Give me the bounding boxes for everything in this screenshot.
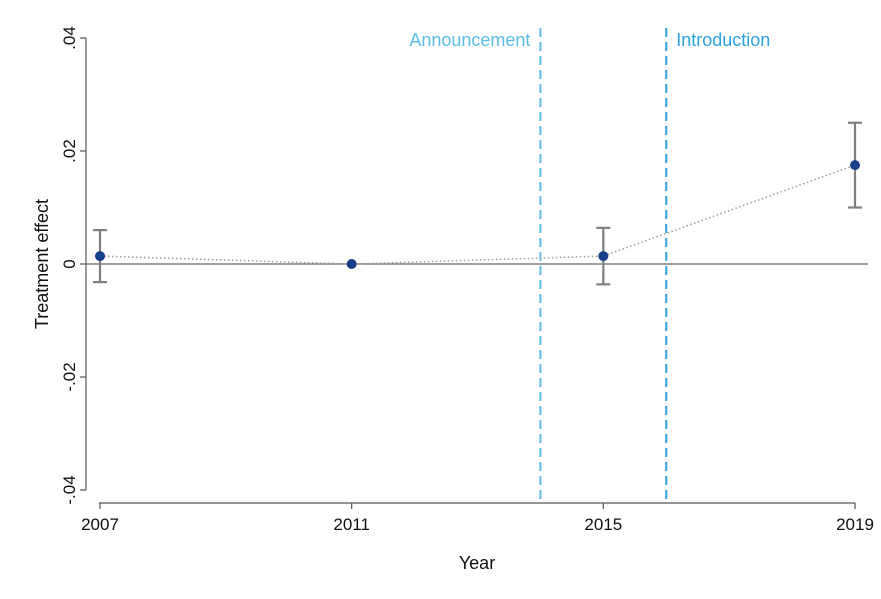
data-point-1 [346, 259, 357, 269]
connector-layer [99, 164, 856, 265]
y-tick-label-1: .02 [60, 139, 79, 163]
series-connector-0 [99, 164, 856, 265]
x-axis-title: Year [459, 553, 495, 573]
annotations-layer: Announcement Introduction [409, 28, 770, 503]
data-point-2 [598, 251, 609, 262]
annotation-label-1: Introduction [676, 30, 770, 50]
x-tick-label-3: 2019 [836, 515, 874, 534]
data-point-3 [850, 160, 860, 171]
x-tick-label-2: 2015 [584, 515, 622, 534]
y-tick-label-0: .04 [60, 26, 79, 50]
y-tick-label-2: 0 [60, 259, 79, 268]
x-tick-label-0: 2007 [81, 515, 119, 534]
annotation-label-0: Announcement [409, 30, 530, 50]
data-point-0 [95, 251, 105, 262]
x-tick-label-1: 2011 [333, 515, 370, 534]
y-tick-label-4: -.04 [60, 475, 79, 504]
y-axis-title: Treatment effect [32, 199, 52, 329]
axes [85, 38, 855, 504]
y-tick-label-3: -.02 [60, 362, 79, 391]
points-layer [95, 160, 860, 269]
